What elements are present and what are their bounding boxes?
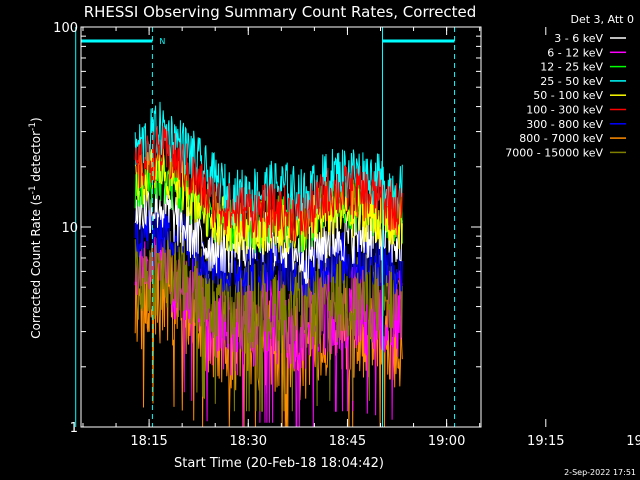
x-tick-label: 18:15 xyxy=(130,434,167,449)
legend-label: 12 - 25 keV xyxy=(540,61,603,74)
date-stamp: 2-Sep-2022 17:51 xyxy=(564,468,636,477)
chart-title: RHESSI Observing Summary Count Rates, Co… xyxy=(84,3,477,21)
legend-label: 300 - 800 keV xyxy=(526,118,603,131)
orbit-annotations: N xyxy=(75,27,456,427)
night-marker-label: N xyxy=(159,37,165,46)
y-tick-label: 1 xyxy=(70,421,78,436)
series-line-100-300-keV xyxy=(134,125,403,242)
legend-label: 25 - 50 keV xyxy=(540,75,603,88)
x-axis-ticks: 18:15 18:30 18:45 19:00 19:15 19:30 xyxy=(82,27,640,449)
x-tick-label: 18:45 xyxy=(329,434,366,449)
plot-area: N xyxy=(75,27,456,427)
y-tick-label: 100 xyxy=(53,21,78,36)
x-tick-label: 19:00 xyxy=(428,434,465,449)
x-axis-label: Start Time (20-Feb-18 18:04:42) xyxy=(174,456,384,471)
legend-label: 7000 - 15000 keV xyxy=(505,146,603,159)
y-tick-label: 10 xyxy=(61,221,78,236)
legend-label: 100 - 300 keV xyxy=(526,104,603,117)
y-axis-label: Corrected Count Rate (s-1 detector-1) xyxy=(28,117,43,338)
x-tick-label: 19:30 xyxy=(626,434,640,449)
legend-label: 800 - 7000 keV xyxy=(519,132,603,145)
series-trace xyxy=(134,125,403,242)
x-tick-label: 18:30 xyxy=(230,434,267,449)
legend-label: 50 - 100 keV xyxy=(533,89,603,102)
series-trace xyxy=(134,145,403,255)
legend-label: 6 - 12 keV xyxy=(547,46,603,59)
x-tick-label: 19:15 xyxy=(527,434,564,449)
legend-header: Det 3, Att 0 xyxy=(571,13,635,26)
legend-label: 3 - 6 keV xyxy=(554,32,603,45)
series-line-50-100-keV xyxy=(134,145,403,255)
y-axis-ticks: 1 10 100 xyxy=(53,21,481,436)
